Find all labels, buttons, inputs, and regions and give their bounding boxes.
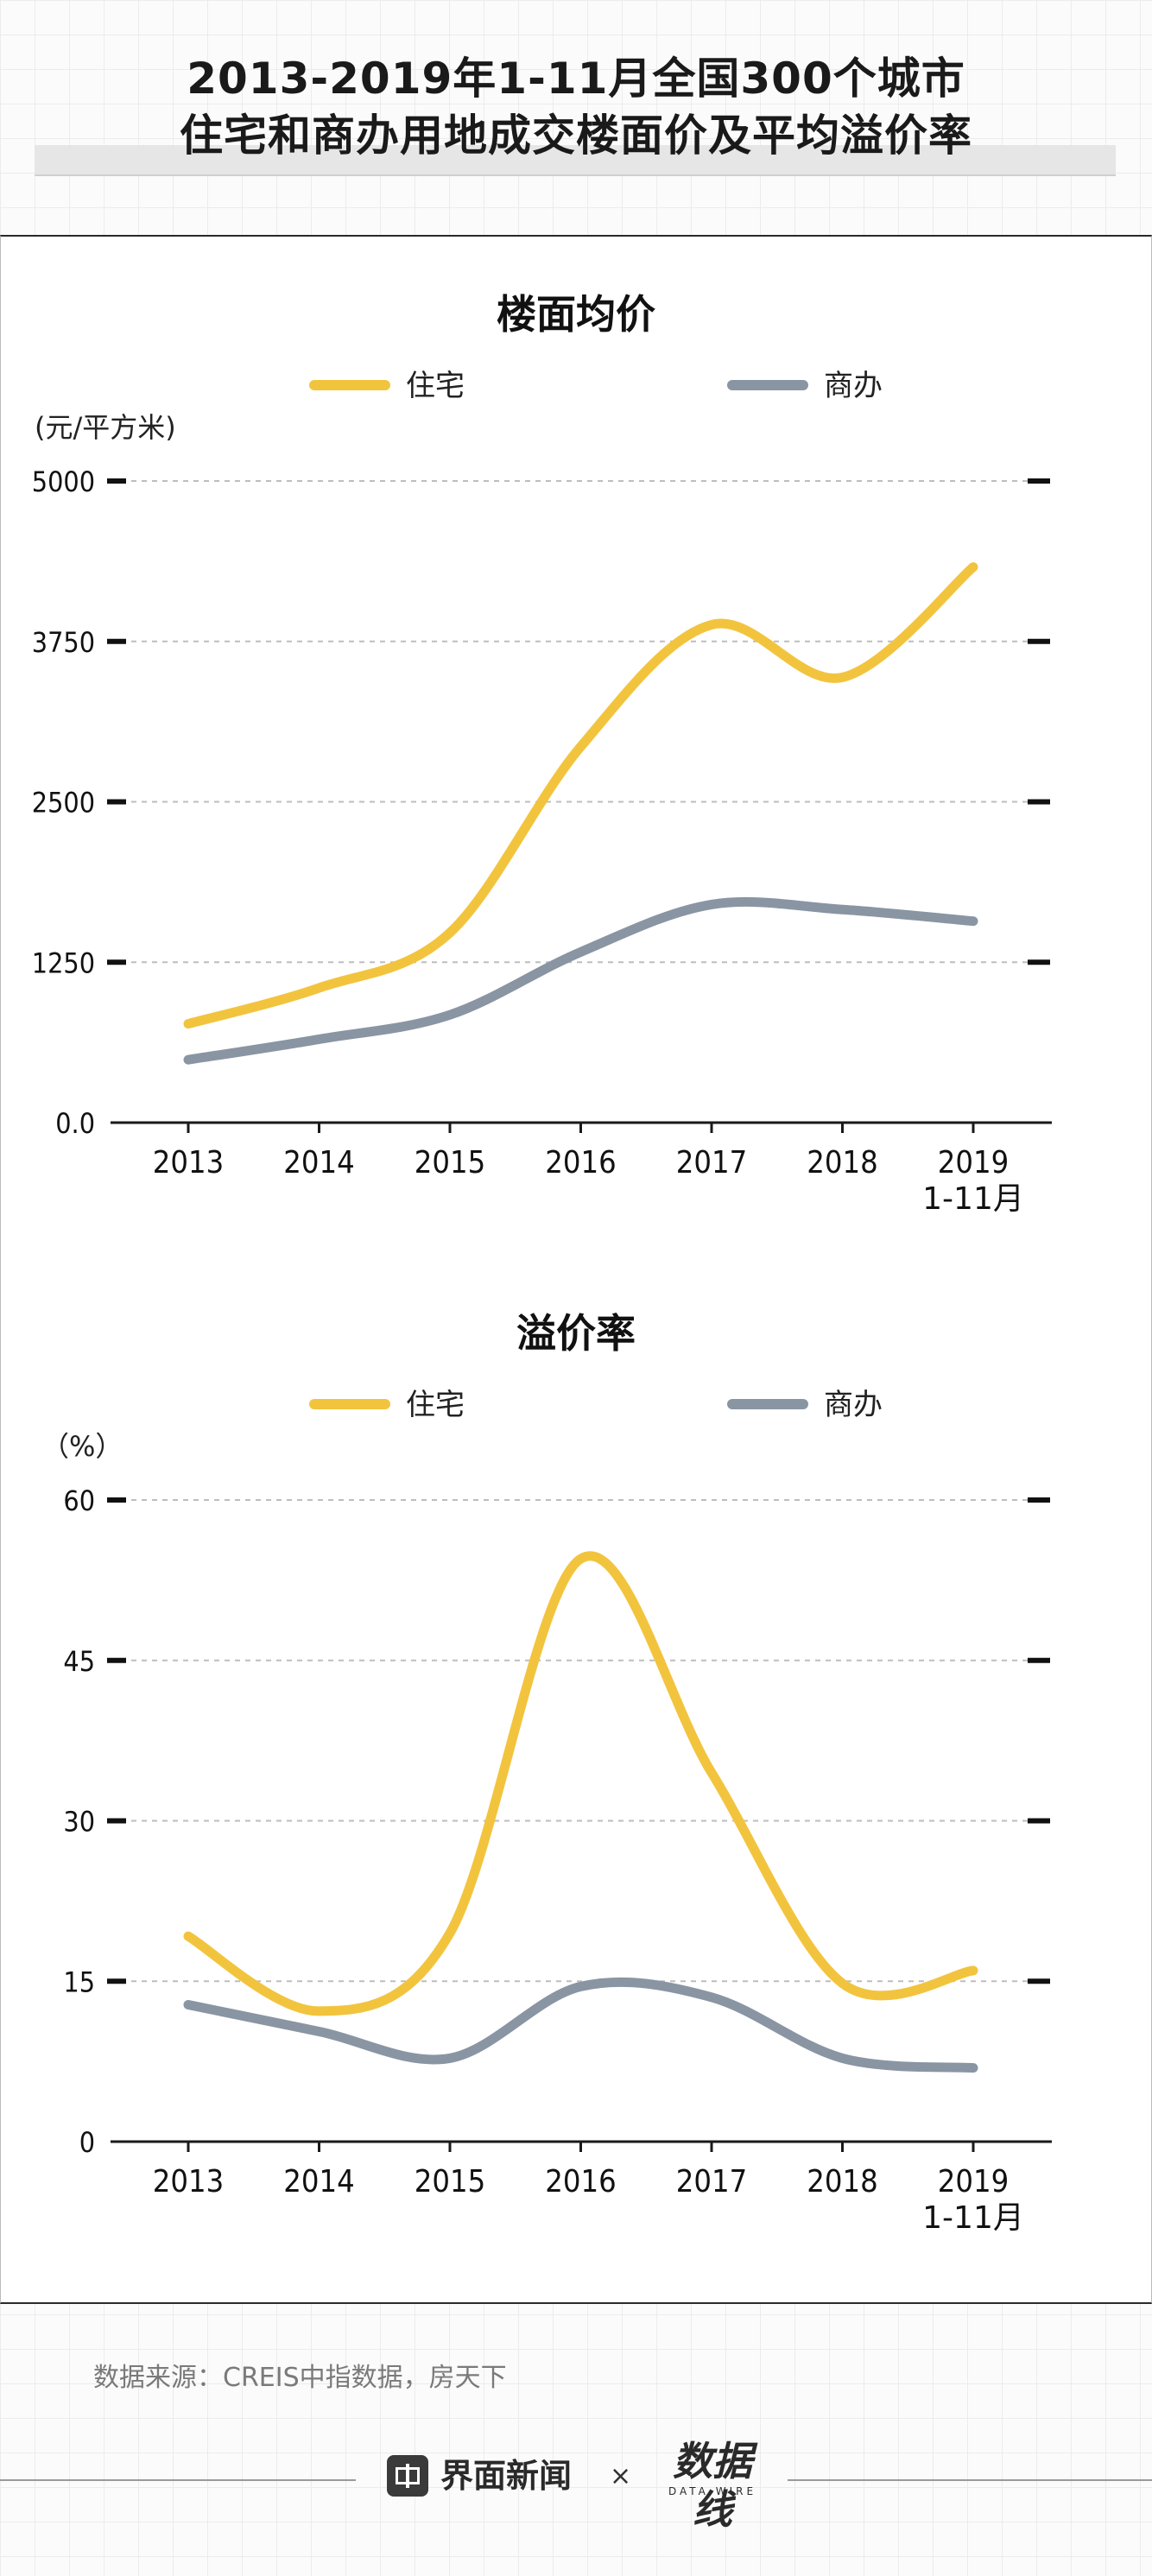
premium-chart-axes <box>107 1497 1052 2152</box>
title-band <box>35 145 1116 176</box>
data-source: 数据来源：CREIS中指数据，房天下 <box>93 2363 507 2393</box>
price-series-line-residential <box>183 562 978 1029</box>
price-xtick-label: 2014 <box>283 1145 354 1180</box>
price-ytick-label: 1250 <box>32 946 95 979</box>
premium-series-line-commercial <box>183 1977 978 2073</box>
premium-chart-yticks: 0 15 30 45 60 <box>63 1484 95 2159</box>
title-rule <box>35 174 1116 176</box>
premium-chart-grid <box>111 1499 1052 1983</box>
brand-logo-icon <box>387 2455 428 2497</box>
price-chart-legend: 住宅 商办 <box>309 369 883 403</box>
footer-divider-right <box>788 2479 1152 2481</box>
footer-divider-left <box>0 2479 356 2481</box>
premium-chart-legend: 住宅 商办 <box>309 1388 883 1422</box>
price-xtick-label: 2019 <box>938 1145 1009 1180</box>
legend-label-commercial: 商办 <box>824 1388 883 1422</box>
premium-chart: 溢价率 住宅 商办 （%） 0 15 30 45 60 2013 2014 2015 2016… <box>41 1310 1052 2236</box>
page-title-line2: 住宅和商办用地成交楼面价及平均溢价率 <box>180 111 972 161</box>
price-chart-axes <box>107 478 1052 1133</box>
price-xtick-label: 2017 <box>676 1145 747 1180</box>
premium-xtick-label: 2016 <box>545 2164 616 2199</box>
price-xtick-label: 2015 <box>415 1145 485 1180</box>
price-xtick-label: 2018 <box>807 1145 877 1180</box>
price-chart-yticks: 0.0 1250 2500 3750 5000 <box>32 465 95 1140</box>
price-ytick-label: 5000 <box>32 465 95 498</box>
legend-label-residential: 住宅 <box>406 1388 465 1422</box>
price-chart-title: 楼面均价 <box>497 291 655 338</box>
premium-xtick-label: 2013 <box>153 2164 224 2199</box>
price-chart-series <box>183 562 978 1065</box>
premium-ytick-label: 60 <box>63 1484 95 1517</box>
price-ytick-label: 2500 <box>32 787 95 820</box>
price-chart: 楼面均价 住宅 商办 (元/平方米) 0.0 1250 2500 3750 5000 2… <box>32 291 1052 1217</box>
premium-chart-unit: （%） <box>41 1430 123 1463</box>
premium-chart-title: 溢价率 <box>516 1310 636 1357</box>
premium-ytick-label: 15 <box>63 1965 95 1998</box>
premium-chart-series <box>183 1551 978 2073</box>
premium-xtick-sublabel: 1-11月 <box>922 2200 1024 2236</box>
price-chart-grid <box>111 480 1052 964</box>
legend-label-commercial: 商办 <box>824 369 883 403</box>
page-title-line1: 2013-2019年1-11月全国300个城市 <box>187 54 965 104</box>
price-xtick-sublabel: 1-11月 <box>922 1181 1024 1217</box>
price-ytick-label: 3750 <box>32 626 95 659</box>
premium-xtick-label: 2018 <box>807 2164 877 2199</box>
premium-xtick-label: 2019 <box>938 2164 1009 2199</box>
price-xtick-label: 2016 <box>545 1145 616 1180</box>
price-xtick-label: 2013 <box>153 1145 224 1180</box>
legend-label-residential: 住宅 <box>406 369 465 403</box>
premium-ytick-label: 0 <box>79 2126 95 2159</box>
premium-xtick-label: 2017 <box>676 2164 747 2199</box>
brand-name: 界面新闻 <box>440 2457 573 2495</box>
premium-series-line-residential <box>183 1551 978 2016</box>
partner-name: 数据线 <box>673 2438 752 2533</box>
times-sign: × <box>610 2461 632 2491</box>
price-series-line-commercial <box>183 896 978 1065</box>
premium-xtick-label: 2015 <box>415 2164 485 2199</box>
partner-subtitle: DATA WIRE <box>668 2485 757 2497</box>
price-chart-unit: (元/平方米) <box>35 411 176 444</box>
premium-xtick-label: 2014 <box>283 2164 354 2199</box>
premium-ytick-label: 45 <box>63 1645 95 1678</box>
partner-logo: 数据线 DATA WIRE <box>656 2437 769 2533</box>
price-ytick-label: 0.0 <box>55 1107 95 1140</box>
premium-ytick-label: 30 <box>63 1806 95 1839</box>
